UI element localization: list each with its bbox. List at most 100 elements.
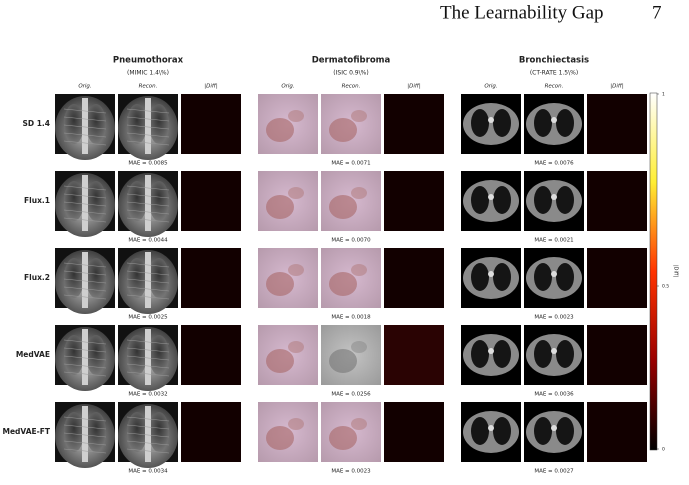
lesion — [329, 195, 357, 219]
rib — [126, 371, 170, 377]
lung — [471, 340, 489, 368]
rib — [126, 339, 170, 345]
rib — [126, 347, 170, 353]
rib — [63, 432, 107, 438]
row-label: MedVAE-FT — [3, 427, 51, 436]
column-title: Pneumothorax — [113, 56, 184, 66]
panel-label: |Diff| — [204, 84, 218, 90]
row-label: SD 1.4 — [22, 119, 50, 128]
panel-label: Orig. — [484, 84, 498, 90]
lung — [64, 335, 84, 375]
lung — [149, 181, 169, 221]
rib — [126, 294, 170, 300]
lung — [534, 263, 552, 291]
lung — [86, 335, 106, 375]
rib — [63, 294, 107, 300]
lesion — [288, 110, 304, 122]
lung — [64, 104, 84, 144]
diff-map — [587, 171, 647, 231]
rib — [126, 424, 170, 430]
mae-label: MAE = 0.0027 — [534, 469, 574, 475]
running-title: The Learnability Gap — [440, 2, 604, 23]
vessel — [551, 271, 557, 277]
lung — [86, 104, 106, 144]
lesion — [288, 264, 304, 276]
lung — [556, 340, 574, 368]
vessel — [551, 425, 557, 431]
mae-label: MAE = 0.0025 — [128, 315, 168, 321]
vessel — [551, 348, 557, 354]
diff-map — [181, 248, 241, 308]
rib — [63, 339, 107, 345]
lung — [534, 186, 552, 214]
lesion — [288, 341, 304, 353]
rib — [63, 201, 107, 207]
mae-label: MAE = 0.0032 — [128, 392, 167, 398]
lesion — [351, 187, 367, 199]
diff-map — [181, 94, 241, 154]
spine — [145, 252, 151, 308]
rib — [63, 209, 107, 215]
lung — [493, 417, 511, 445]
diff-map — [181, 402, 241, 462]
rib — [63, 286, 107, 292]
mae-label: MAE = 0.0044 — [128, 238, 168, 244]
colorbar-label: |Diff| — [673, 265, 679, 277]
diff-map — [384, 325, 444, 385]
vessel — [551, 194, 557, 200]
mae-label: MAE = 0.0023 — [534, 315, 574, 321]
lesion — [266, 349, 294, 373]
rib — [63, 440, 107, 446]
diff-map — [587, 248, 647, 308]
figure: Pneumothorax (MIMIC 1.4\%) Orig. Recon. |Dif… — [3, 56, 679, 475]
lung — [127, 412, 147, 452]
lesion — [329, 272, 357, 296]
lung — [64, 412, 84, 452]
row-label: Flux.1 — [24, 196, 50, 205]
rib — [126, 185, 170, 191]
lung — [149, 412, 169, 452]
lung — [149, 258, 169, 298]
mae-label: MAE = 0.0034 — [128, 469, 168, 475]
rib — [126, 440, 170, 446]
mae-label: MAE = 0.0071 — [331, 161, 370, 167]
mae-label: MAE = 0.0018 — [331, 315, 371, 321]
rib — [63, 116, 107, 122]
lesion — [288, 418, 304, 430]
column-subtitle: (MIMIC 1.4\%) — [127, 70, 169, 77]
lung — [556, 417, 574, 445]
rib — [126, 209, 170, 215]
rib — [126, 416, 170, 422]
rib — [63, 108, 107, 114]
lesion — [351, 110, 367, 122]
lung — [64, 181, 84, 221]
diff-map — [587, 402, 647, 462]
lung — [127, 258, 147, 298]
vessel — [551, 117, 557, 123]
rib — [126, 124, 170, 130]
spine — [82, 175, 88, 231]
lung — [534, 340, 552, 368]
lesion — [351, 264, 367, 276]
mae-label: MAE = 0.0256 — [331, 392, 371, 398]
rib — [63, 132, 107, 138]
rib — [63, 278, 107, 284]
row-label: Flux.2 — [24, 273, 50, 282]
rib — [126, 363, 170, 369]
diff-map — [587, 94, 647, 154]
rib — [63, 193, 107, 199]
colorbar-tick-label: 0.5 — [662, 284, 669, 290]
spine — [145, 406, 151, 462]
rib — [126, 262, 170, 268]
rib — [126, 432, 170, 438]
colorbar — [649, 92, 658, 451]
rib — [126, 270, 170, 276]
column-subtitle: (ISIC 0.9\%) — [333, 70, 368, 77]
rib — [63, 185, 107, 191]
spine — [82, 406, 88, 462]
panel-label: |Diff| — [407, 84, 421, 90]
panel-label: |Diff| — [610, 84, 624, 90]
rib — [126, 116, 170, 122]
lung — [471, 186, 489, 214]
lung — [127, 335, 147, 375]
